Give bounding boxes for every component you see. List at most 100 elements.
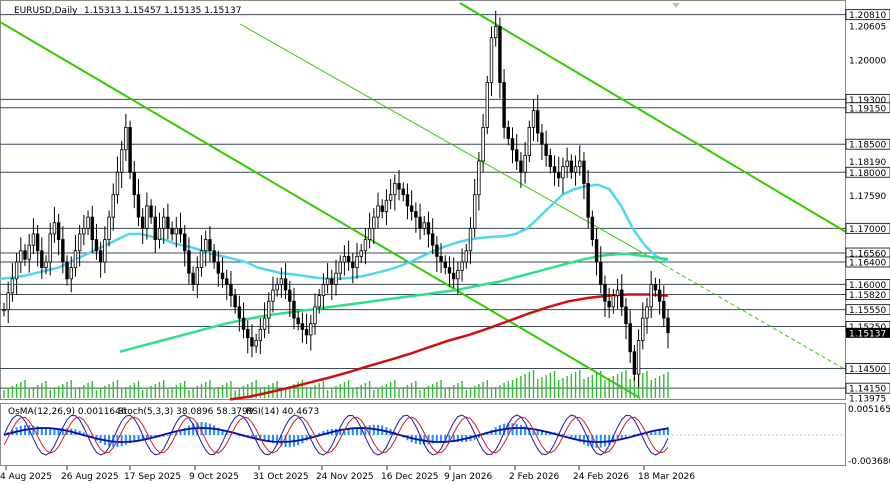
level-label: 1.18500 xyxy=(849,141,886,151)
osma-min-label: -0.00368685 xyxy=(848,457,890,467)
candle-body xyxy=(275,284,279,291)
osma-max-label: 0.00516569 xyxy=(848,405,890,415)
candle-body xyxy=(174,227,179,235)
candle-body xyxy=(325,278,330,285)
candle-body xyxy=(103,239,107,263)
candle-body xyxy=(435,244,439,257)
candle-body xyxy=(124,126,128,151)
price-tick-label: 1.20605 xyxy=(849,23,886,33)
candle-body xyxy=(477,160,481,196)
ohlc-values: 1.15313 1.15457 1.15135 1.15137 xyxy=(84,6,241,16)
candle-body xyxy=(149,205,153,218)
candle-body xyxy=(178,227,183,235)
time-tick-label: 16 Dec 2025 xyxy=(381,472,439,482)
candle-body xyxy=(229,284,233,297)
candle-body xyxy=(620,289,624,308)
candle-body xyxy=(636,340,641,375)
candle-body xyxy=(136,194,141,218)
candle-body xyxy=(283,278,288,291)
candle-body xyxy=(523,155,527,173)
candle-body xyxy=(628,323,632,353)
candle-body xyxy=(145,205,149,229)
candle-body xyxy=(363,239,368,252)
candle-body xyxy=(19,250,23,263)
candle-body xyxy=(468,227,473,252)
candle-body xyxy=(82,227,86,235)
candle-body xyxy=(313,306,317,325)
level-label-box xyxy=(845,9,890,21)
time-tick-label: 31 Oct 2025 xyxy=(253,472,309,482)
candle-body xyxy=(321,284,326,297)
time-tick-label: 2 Feb 2026 xyxy=(509,472,560,482)
time-tick-label: 26 Aug 2025 xyxy=(61,472,119,482)
level-label: 1.15820 xyxy=(849,291,886,301)
trendline-upper xyxy=(459,2,847,233)
price-tick-label: 1.13975 xyxy=(849,395,886,405)
price-pane-frame xyxy=(0,0,846,400)
candle-body xyxy=(330,278,334,285)
candle-body xyxy=(565,160,569,168)
candle-body xyxy=(536,110,540,134)
candle-body xyxy=(73,250,78,269)
candle-body xyxy=(573,166,578,173)
candle-body xyxy=(98,250,103,263)
candle-body xyxy=(510,138,515,151)
candle-body xyxy=(405,194,410,207)
candle-body xyxy=(649,284,653,308)
level-label: 1.18000 xyxy=(849,169,886,179)
candle-body xyxy=(557,171,561,179)
candle-body xyxy=(309,323,313,336)
candle-body xyxy=(451,272,456,280)
candle-body xyxy=(279,278,284,285)
time-tick-label: 9 Oct 2025 xyxy=(189,472,239,482)
candle-body xyxy=(422,222,426,229)
candle-body xyxy=(317,295,321,308)
candle-body xyxy=(208,239,212,252)
level-label: 1.16400 xyxy=(849,258,886,268)
candle-body xyxy=(590,216,595,240)
level-label: 1.16000 xyxy=(849,281,886,291)
candle-body xyxy=(414,211,418,218)
candle-body xyxy=(212,250,216,263)
candle-body xyxy=(77,233,82,252)
trend-lines xyxy=(0,2,847,399)
candle-body xyxy=(300,323,305,330)
time-tick-label: 4 Aug 2025 xyxy=(0,472,52,482)
candle-body xyxy=(376,205,380,218)
candle-body xyxy=(380,205,384,212)
candle-body xyxy=(456,270,460,280)
candle-body xyxy=(237,306,242,319)
candle-body xyxy=(35,233,40,252)
candle-body xyxy=(216,261,221,274)
candle-body xyxy=(464,250,468,263)
candle-body xyxy=(372,216,376,229)
candle-body xyxy=(23,250,27,260)
candle-body xyxy=(199,250,204,269)
candle-body xyxy=(86,216,90,229)
candle-body xyxy=(578,160,582,168)
candle-body xyxy=(233,295,237,308)
candle-body xyxy=(157,227,162,240)
candle-body xyxy=(393,183,397,196)
scroll-marker-icon[interactable] xyxy=(672,3,680,8)
level-label-box xyxy=(845,222,890,234)
candle-body xyxy=(624,306,628,325)
candle-body xyxy=(544,143,548,156)
candle-body xyxy=(506,126,511,140)
candle-body xyxy=(531,110,536,128)
candle-body xyxy=(662,300,666,319)
candle-body xyxy=(288,289,292,302)
candle-body xyxy=(418,216,422,229)
trendline-projection xyxy=(663,264,847,371)
candle-body xyxy=(140,216,145,229)
time-tick-label: 18 Mar 2026 xyxy=(638,472,695,482)
candle-body xyxy=(351,261,355,269)
candle-body xyxy=(552,166,557,173)
indicator-lines xyxy=(0,414,846,456)
candle-body xyxy=(615,289,620,297)
candle-body xyxy=(439,255,443,263)
candle-body xyxy=(657,289,662,302)
candle-body xyxy=(161,216,166,229)
candle-body xyxy=(119,149,124,173)
